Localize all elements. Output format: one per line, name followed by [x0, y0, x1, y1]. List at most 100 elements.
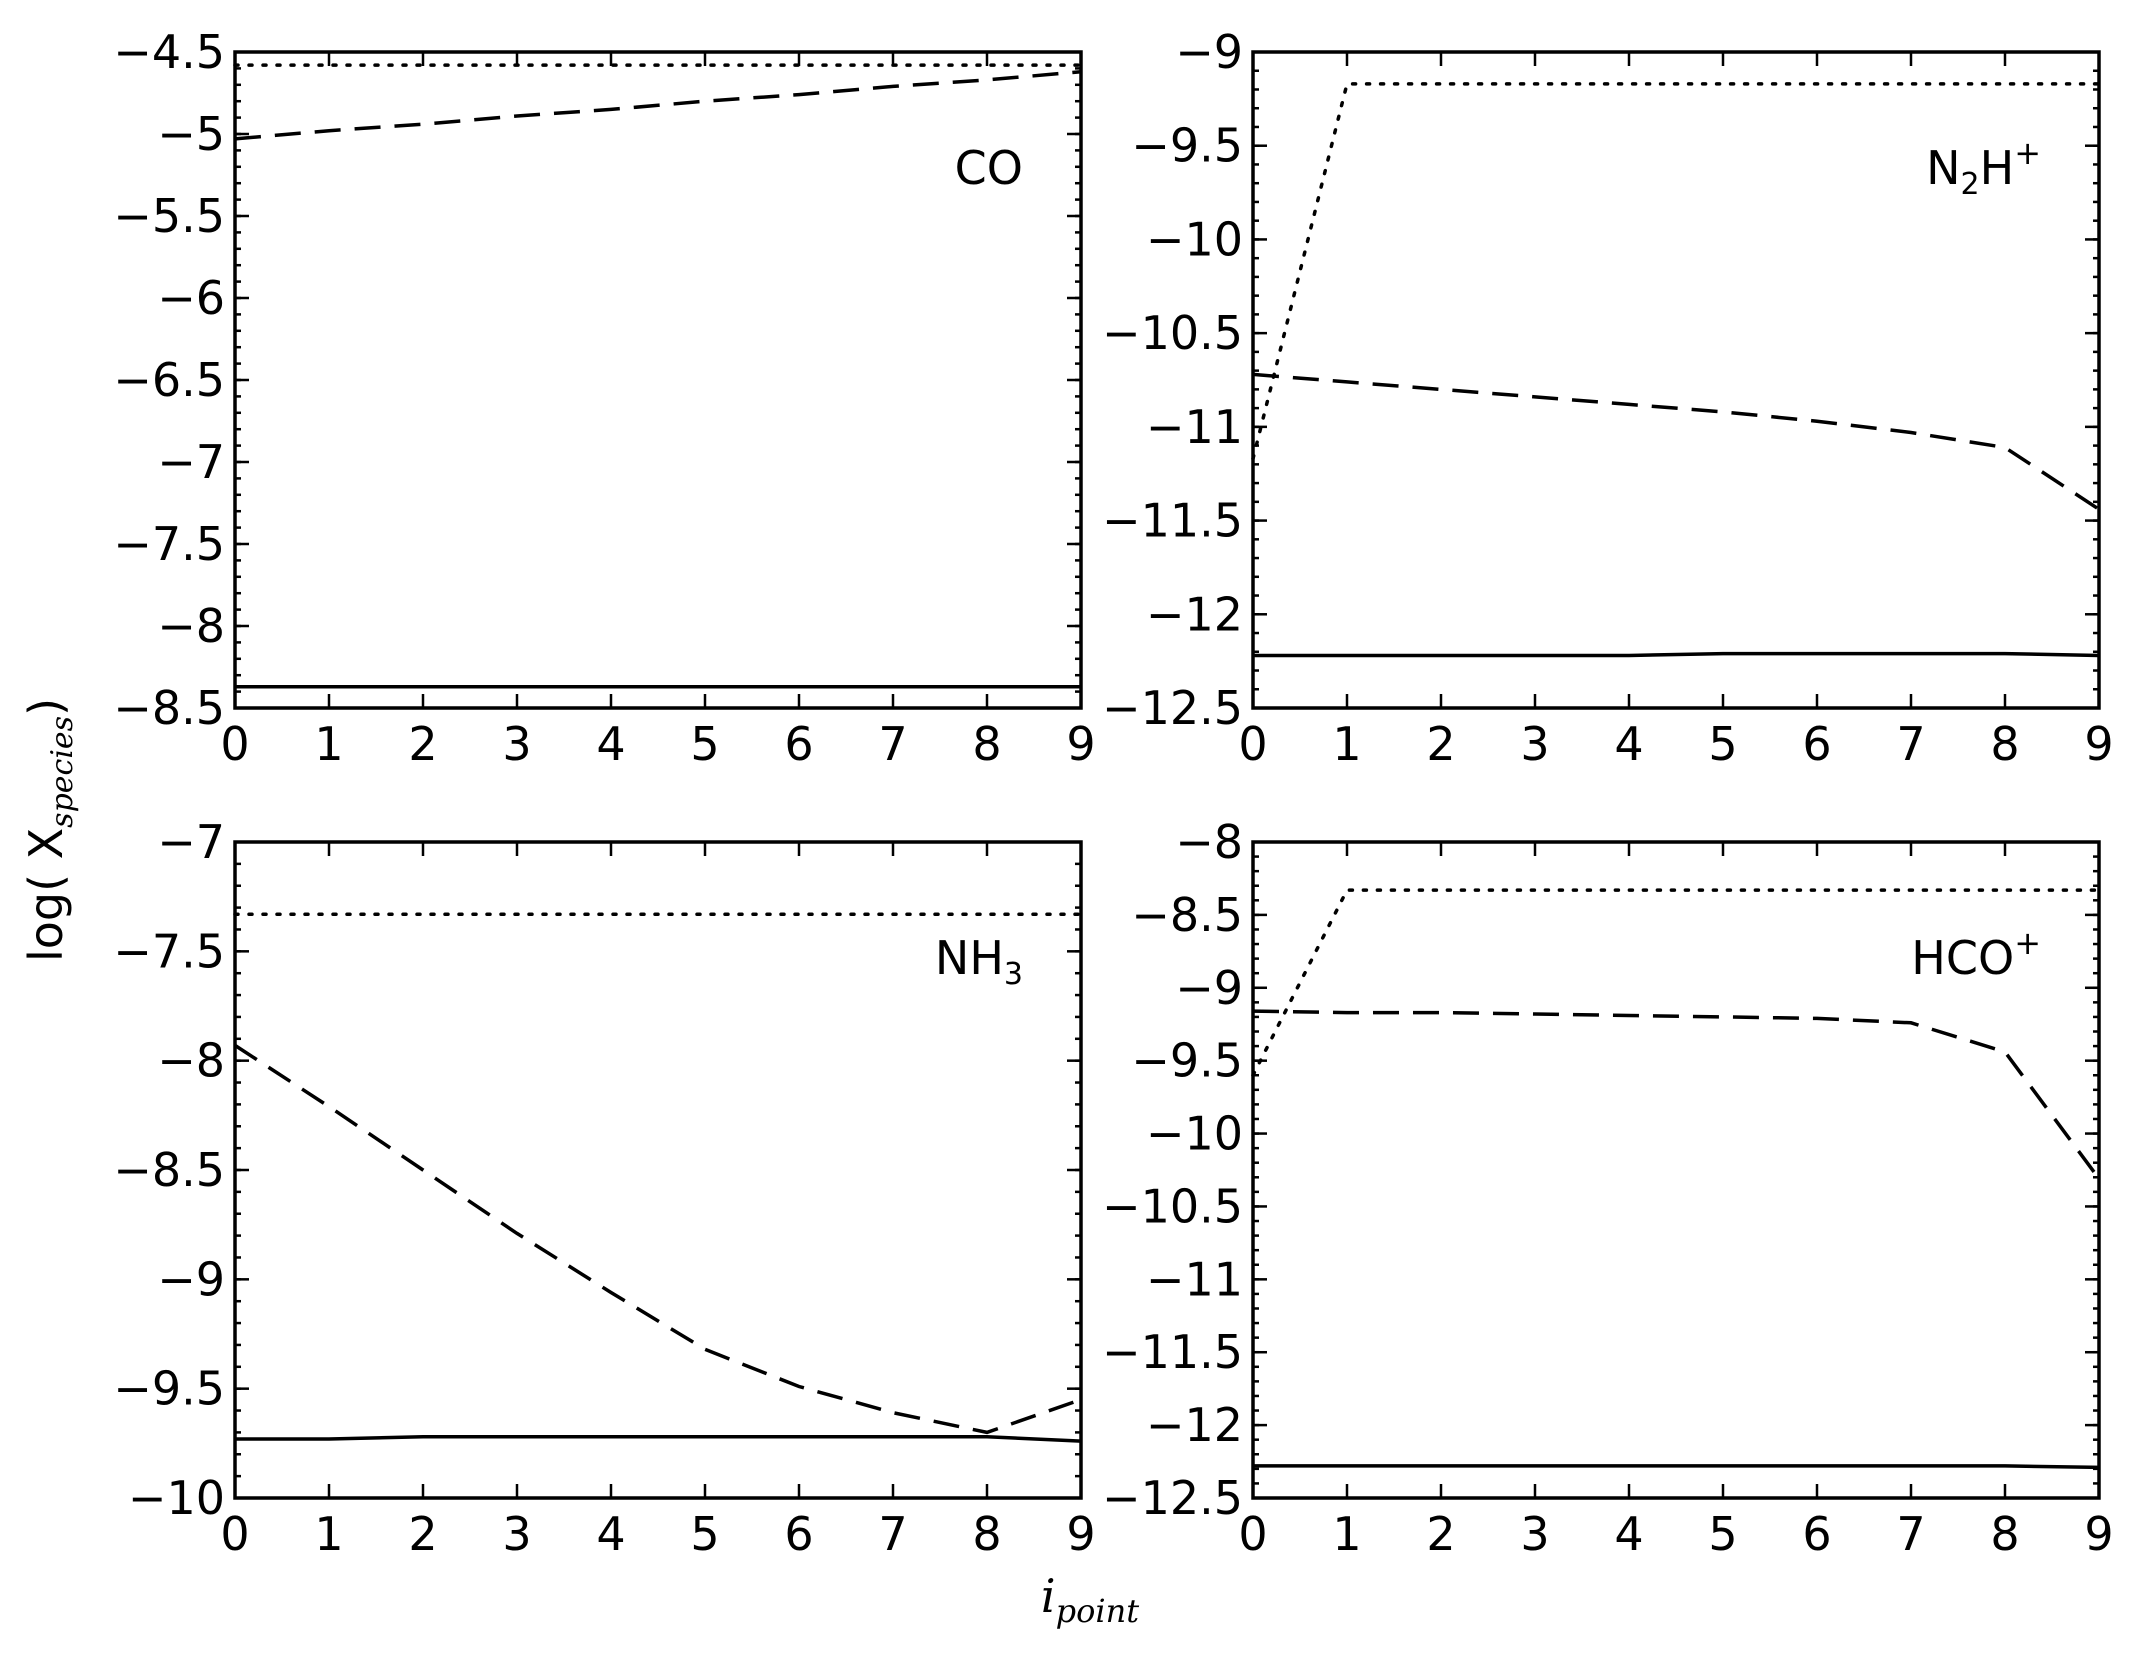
- y-axis-label-sub: species: [45, 716, 80, 828]
- panel-label: NH3: [935, 931, 1023, 992]
- y-tick-label: −12: [1146, 587, 1243, 641]
- panel-label-sub: 3: [1004, 957, 1023, 992]
- y-tick-label: −6: [157, 271, 225, 325]
- x-tick-label: 4: [596, 1507, 625, 1561]
- y-axis-label-close: ): [19, 698, 73, 716]
- x-tick-label: 9: [2084, 1507, 2113, 1561]
- y-tick-label: −11: [1146, 1252, 1243, 1306]
- x-tick-label: 7: [878, 1507, 907, 1561]
- x-tick-label: 0: [1238, 717, 1267, 771]
- x-tick-label: 7: [1896, 1507, 1925, 1561]
- panel-0: −8.5 −8 −7.5 −7 −6.5 −6 −5.5 −5 −4.5 0 1 2 3 4 5 6 7 8 9 CO: [113, 25, 1095, 771]
- y-tick-label: −8: [1175, 815, 1243, 869]
- y-tick-label: −11: [1146, 400, 1243, 454]
- y-tick-label: −9.5: [113, 1362, 225, 1416]
- y-tick-label: −9: [1175, 961, 1243, 1015]
- y-tick-label: −5: [157, 107, 225, 161]
- x-tick-label: 8: [972, 717, 1001, 771]
- x-tick-label: 1: [314, 717, 343, 771]
- series-line-dashed: [1252, 372, 2100, 511]
- y-tick-label: −9.5: [1131, 119, 1243, 173]
- x-tick-label: 1: [1332, 717, 1361, 771]
- panel-label-main: N: [1926, 141, 1960, 195]
- panel-label-main: HCO: [1911, 931, 2014, 985]
- axes-frame: [1251, 840, 2101, 1500]
- y-tick-label: −8.5: [113, 1143, 225, 1197]
- y-tick-label: −10: [128, 1471, 225, 1525]
- y-tick-label: −12.5: [1102, 681, 1243, 735]
- x-tick-label: 5: [1708, 717, 1737, 771]
- y-tick-label: −10.5: [1102, 306, 1243, 360]
- series-line-dashed: [234, 69, 1082, 141]
- x-tick-label: 4: [1614, 1507, 1643, 1561]
- series-line-solid: [235, 1435, 1082, 1443]
- x-tick-label: 2: [1426, 1507, 1455, 1561]
- y-tick-label: −6.5: [113, 353, 225, 407]
- x-tick-label: 6: [784, 717, 813, 771]
- x-tick-label: 5: [690, 1507, 719, 1561]
- x-tick-label: 2: [408, 717, 437, 771]
- y-tick-label: −8: [157, 1034, 225, 1088]
- series-line-dashed: [1252, 1009, 2101, 1180]
- panel-1: −12.5 −12 −11.5 −11 −10.5 −10 −9.5 −9 0 1 2 3 4 5 6 7 8 9…: [1102, 25, 2114, 771]
- axes-frame: [1251, 50, 2101, 710]
- panel-label: N2H+: [1926, 134, 2041, 202]
- x-tick-label: 3: [1520, 717, 1549, 771]
- panel-label-after: H: [1980, 141, 2015, 195]
- x-tick-label: 9: [1066, 1507, 1095, 1561]
- y-tick-label: −11.5: [1102, 494, 1243, 548]
- panel-label-sub: 2: [1961, 167, 1980, 202]
- x-tick-label: 0: [220, 1507, 249, 1561]
- y-tick-label: −8.5: [113, 681, 225, 735]
- x-tick-label: 2: [1426, 717, 1455, 771]
- x-tick-label: 5: [1708, 1507, 1737, 1561]
- x-tick-label: 6: [1802, 717, 1831, 771]
- y-tick-label: −8.5: [1131, 888, 1243, 942]
- axes-frame: [233, 50, 1083, 710]
- y-tick-label: −12: [1146, 1398, 1243, 1452]
- x-tick-label: 6: [784, 1507, 813, 1561]
- y-tick-label: −9.5: [1131, 1034, 1243, 1088]
- y-tick-label: −7.5: [113, 517, 225, 571]
- x-tick-label: 5: [690, 717, 719, 771]
- x-tick-label: 9: [2084, 717, 2113, 771]
- y-axis-label-main: log( X: [19, 828, 73, 962]
- y-tick-label: −7.5: [113, 924, 225, 978]
- x-tick-label: 6: [1802, 1507, 1831, 1561]
- x-tick-label: 4: [596, 717, 625, 771]
- x-tick-label: 4: [1614, 717, 1643, 771]
- x-axis-label-sub: point: [1056, 1592, 1140, 1630]
- y-tick-label: −11.5: [1102, 1325, 1243, 1379]
- x-tick-label: 3: [502, 1507, 531, 1561]
- x-tick-label: 7: [1896, 717, 1925, 771]
- y-tick-label: −10: [1146, 1107, 1243, 1161]
- panel-label-sup: +: [2014, 134, 2041, 172]
- series-line-dotted: [1251, 888, 2101, 1077]
- panel-label-sup: +: [2014, 924, 2041, 962]
- y-tick-label: −5.5: [113, 189, 225, 243]
- x-tick-label: 8: [972, 1507, 1001, 1561]
- y-tick-label: −7: [157, 435, 225, 489]
- x-tick-label: 2: [408, 1507, 437, 1561]
- panel-label-main: NH: [935, 931, 1004, 985]
- series-line-dotted: [1251, 82, 2101, 461]
- x-tick-label: 9: [1066, 717, 1095, 771]
- x-tick-label: 1: [1332, 1507, 1361, 1561]
- panel-label: HCO+: [1911, 924, 2041, 985]
- y-axis-label: log( Xspecies): [19, 698, 80, 962]
- y-tick-label: −10.5: [1102, 1179, 1243, 1233]
- x-axis-label: ipoint: [1041, 1569, 1139, 1630]
- axes-frame: [233, 840, 1083, 1500]
- panel-label-main: CO: [955, 141, 1023, 195]
- x-tick-label: 8: [1990, 717, 2019, 771]
- panels: −8.5 −8 −7.5 −7 −6.5 −6 −5.5 −5 −4.5 0 1 2 3 4 5 6 7 8 9 CO…: [113, 25, 2113, 1561]
- x-tick-label: 0: [1238, 1507, 1267, 1561]
- x-axis-label-main: i: [1041, 1569, 1056, 1623]
- series-line-dashed: [234, 1043, 1082, 1435]
- x-tick-label: 3: [502, 717, 531, 771]
- y-tick-label: −9: [1175, 25, 1243, 79]
- x-tick-label: 8: [1990, 1507, 2019, 1561]
- y-tick-label: −12.5: [1102, 1471, 1243, 1525]
